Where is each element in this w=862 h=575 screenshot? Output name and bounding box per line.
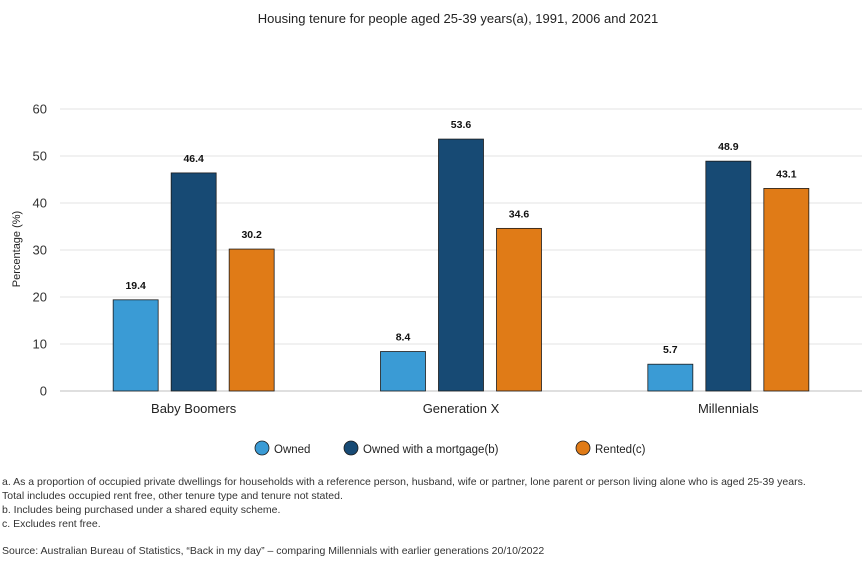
footnote-b: b. Includes being purchased under a shar… (2, 504, 281, 516)
legend-label: Owned (274, 444, 310, 456)
bar (438, 138, 484, 392)
footnote-a: a. As a proportion of occupied private d… (2, 476, 806, 488)
footnotes: a. As a proportion of occupied private d… (2, 475, 862, 531)
source-note: Source: Australian Bureau of Statistics,… (2, 545, 545, 557)
data-labels: 19.4 46.4 30.2 8.4 53.6 34.6 5.7 48.9 43.1 (125, 119, 796, 356)
legend-label: Owned with a mortgage(b) (363, 444, 499, 456)
y-tick-label: 50 (33, 149, 47, 164)
legend-marker (575, 440, 591, 456)
chart: Housing tenure for people aged 25-39 yea… (11, 11, 862, 456)
bar (228, 248, 275, 392)
bar (170, 172, 217, 392)
y-tick-label: 0 (40, 384, 47, 399)
footnote-total: Total includes occupied rent free, other… (2, 490, 343, 502)
y-tick-label: 20 (33, 290, 47, 305)
category-label: Generation X (423, 401, 500, 416)
x-axis-categories: Baby Boomers Generation X Millennials (151, 401, 759, 416)
chart-title: Housing tenure for people aged 25-39 yea… (258, 11, 658, 26)
legend-label: Rented(c) (595, 444, 646, 456)
category-label: Baby Boomers (151, 401, 237, 416)
y-axis-label: Percentage (%) (11, 211, 23, 287)
y-axis-ticks: 0 10 20 30 40 50 60 (33, 102, 47, 399)
data-label: 43.1 (776, 168, 797, 180)
bar (705, 160, 752, 392)
data-label: 53.6 (451, 119, 472, 131)
bar (763, 188, 810, 392)
legend-marker (254, 440, 270, 456)
data-label: 46.4 (183, 153, 204, 165)
bar (496, 227, 542, 392)
data-label: 8.4 (396, 332, 411, 344)
y-tick-label: 40 (33, 196, 47, 211)
legend-marker (343, 440, 359, 456)
y-tick-label: 30 (33, 243, 47, 258)
footnote-c: c. Excludes rent free. (2, 518, 101, 530)
legend: Owned Owned with a mortgage(b) Rented(c) (254, 440, 646, 456)
data-label: 19.4 (125, 280, 146, 292)
y-tick-label: 60 (33, 102, 47, 117)
data-label: 48.9 (718, 141, 739, 153)
bar (380, 351, 426, 392)
bars (112, 138, 810, 392)
category-label: Millennials (698, 401, 759, 416)
data-label: 5.7 (663, 344, 678, 356)
bar (112, 299, 159, 392)
bar (647, 363, 694, 392)
data-label: 34.6 (509, 208, 530, 220)
data-label: 30.2 (241, 229, 262, 241)
y-tick-label: 10 (33, 337, 47, 352)
